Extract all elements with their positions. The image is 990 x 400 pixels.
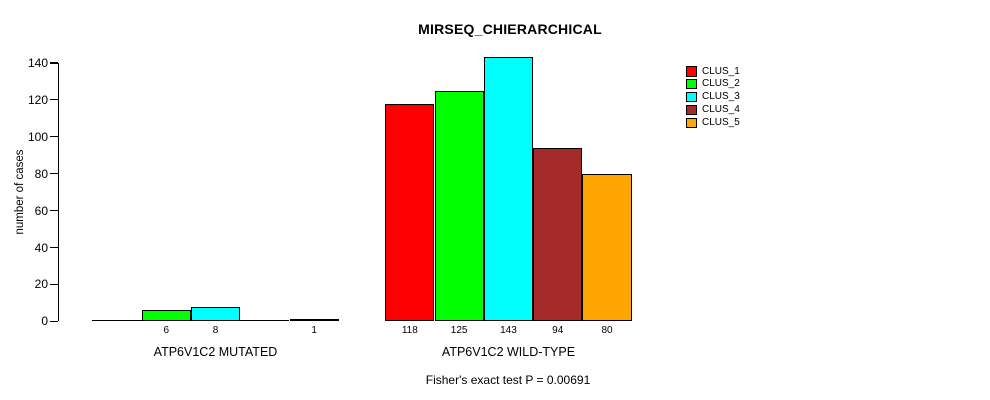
- y-axis-tick-label: 40: [34, 240, 48, 255]
- bar-value-label: 80: [601, 325, 613, 336]
- bar-value-label: 6: [163, 325, 170, 336]
- legend-label: CLUS_5: [702, 117, 740, 129]
- y-axis-tick: [50, 246, 58, 249]
- y-axis-label: number of cases: [14, 149, 26, 235]
- bar-value-label: 118: [401, 325, 418, 336]
- y-axis-tick-label: 60: [34, 203, 48, 218]
- x-group-label-mutated: ATP6V1C2 MUTATED: [153, 345, 278, 359]
- y-axis-tick-label: 140: [27, 56, 48, 70]
- bar-value-label: 94: [552, 325, 564, 336]
- bar-clus_3-group1: [483, 57, 534, 322]
- y-axis-tick-label: 20: [34, 277, 48, 292]
- legend-label: CLUS_2: [702, 78, 740, 90]
- y-axis-tick: [50, 210, 58, 212]
- y-axis-tick: [50, 283, 58, 285]
- bar-clus_4-group1: [533, 147, 583, 322]
- y-axis-line: [57, 63, 59, 322]
- bar-value-label: 1: [311, 325, 317, 336]
- legend-label: CLUS_3: [702, 91, 740, 103]
- bar-clus_1-group0: [92, 320, 142, 322]
- bar-clus_3-group0: [190, 306, 241, 322]
- bar-clus_2-group1: [434, 90, 484, 322]
- y-axis-tick: [50, 173, 58, 175]
- bar-clus_1-group1: [385, 103, 435, 322]
- fisher-test-annotation: Fisher's exact test P = 0.00691: [425, 373, 591, 387]
- y-axis-tick: [50, 62, 58, 64]
- bar-clus_5-group1: [582, 173, 632, 322]
- bar-value-label: 143: [500, 325, 517, 336]
- legend-label: CLUS_1: [702, 65, 740, 77]
- chart-title: MIRSEQ_CHIERARCHICAL: [418, 21, 602, 37]
- bar-value-label: 8: [212, 325, 219, 336]
- legend-swatch-icon: [686, 78, 697, 90]
- y-axis-tick: [50, 99, 58, 101]
- y-axis-tick-label: 120: [27, 92, 48, 107]
- bar-clus_4-group0: [240, 320, 290, 322]
- legend-swatch-icon: [686, 66, 697, 77]
- y-axis-tick-label: 100: [27, 129, 48, 144]
- legend-swatch-icon: [686, 91, 697, 103]
- y-axis-tick-label: 0: [41, 314, 48, 329]
- legend-swatch-icon: [686, 117, 697, 129]
- y-axis-tick: [50, 136, 58, 138]
- y-axis-tick: [50, 320, 58, 322]
- legend-label: CLUS_4: [702, 104, 740, 116]
- bar-value-label: 125: [450, 325, 468, 336]
- y-axis-tick-label: 80: [34, 166, 48, 181]
- bar-clus_5-group0: [289, 319, 339, 322]
- x-group-label-wildtype: ATP6V1C2 WILD-TYPE: [441, 345, 576, 359]
- bar-clus_2-group0: [141, 310, 191, 322]
- legend-swatch-icon: [686, 104, 697, 116]
